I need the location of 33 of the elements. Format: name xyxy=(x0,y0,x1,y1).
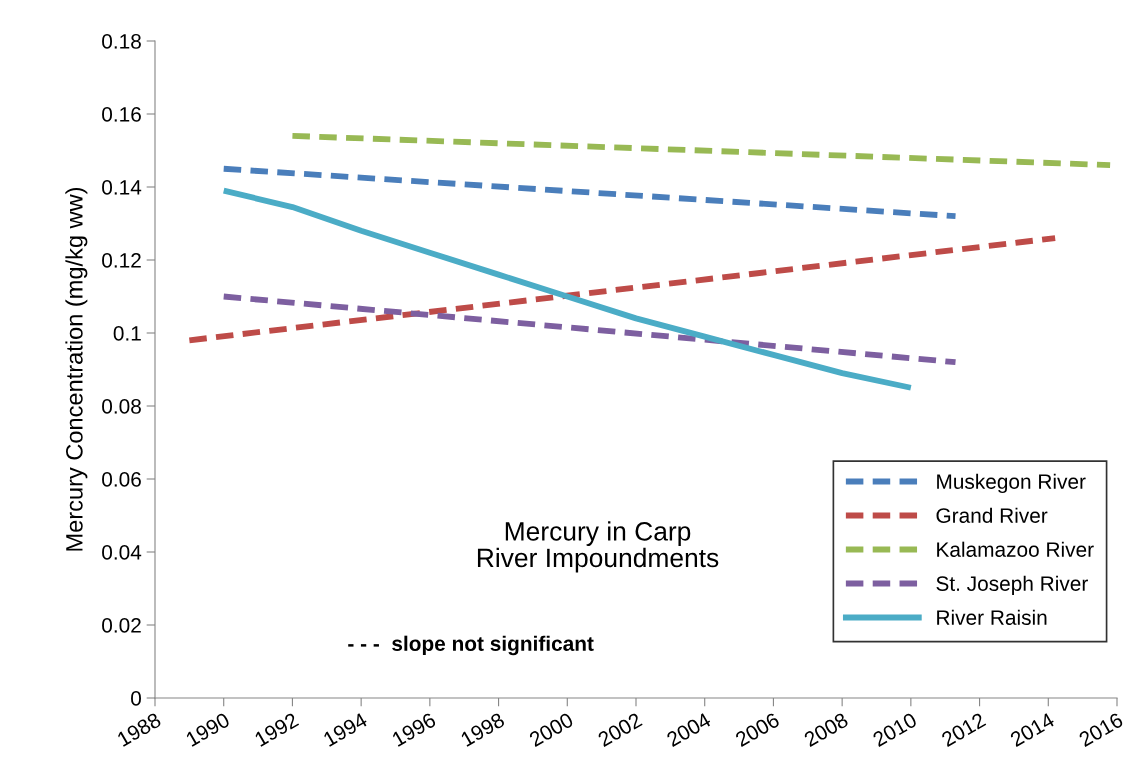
y-tick-label: 0 xyxy=(131,691,141,706)
x-tick-label: 1990 xyxy=(185,712,231,747)
y-tick-label: 0.02 xyxy=(102,618,141,633)
x-tick-label: 2012 xyxy=(940,712,987,748)
x-tick-label: 1994 xyxy=(322,711,369,747)
legend-label: River Raisin xyxy=(937,609,1047,625)
y-tick-label: 0.18 xyxy=(102,34,141,49)
y-tick-label: 0.12 xyxy=(102,253,141,268)
y-tick-label: 0.1 xyxy=(113,326,141,341)
x-tick-label: 2002 xyxy=(597,712,643,748)
y-axis-title: Mercury Concentration (mg/kg ww) xyxy=(65,187,88,551)
x-tick-label: 2016 xyxy=(1078,712,1124,748)
y-tick-label: 0.16 xyxy=(102,107,141,122)
x-tick-label: 2014 xyxy=(1009,711,1056,748)
y-tick-label: 0.04 xyxy=(102,545,142,560)
legend-label: St. Joseph River xyxy=(936,575,1088,596)
legend-label: Kalamazoo River xyxy=(937,541,1094,557)
x-tick-label: 1988 xyxy=(116,712,162,747)
x-tick-label: 1998 xyxy=(460,712,506,747)
x-tick-label: 2008 xyxy=(803,712,850,748)
x-tick-label: 2010 xyxy=(871,712,918,748)
y-tick-label: 0.08 xyxy=(102,399,141,414)
x-tick-label: 2006 xyxy=(734,712,781,748)
legend-label: Muskegon River xyxy=(937,473,1086,494)
y-tick-label: 0.14 xyxy=(102,180,142,195)
x-tick-label: 1992 xyxy=(253,712,300,747)
y-tick-label: 0.06 xyxy=(102,472,141,487)
annotation: Mercury in Carp River Impoundments xyxy=(477,521,719,573)
legend-label: Grand River xyxy=(936,507,1048,523)
x-tick-label: 2004 xyxy=(665,711,712,748)
x-tick-label: 1996 xyxy=(391,712,437,747)
annotation: - - - slope not significant xyxy=(348,635,594,656)
x-tick-label: 2000 xyxy=(528,712,575,748)
